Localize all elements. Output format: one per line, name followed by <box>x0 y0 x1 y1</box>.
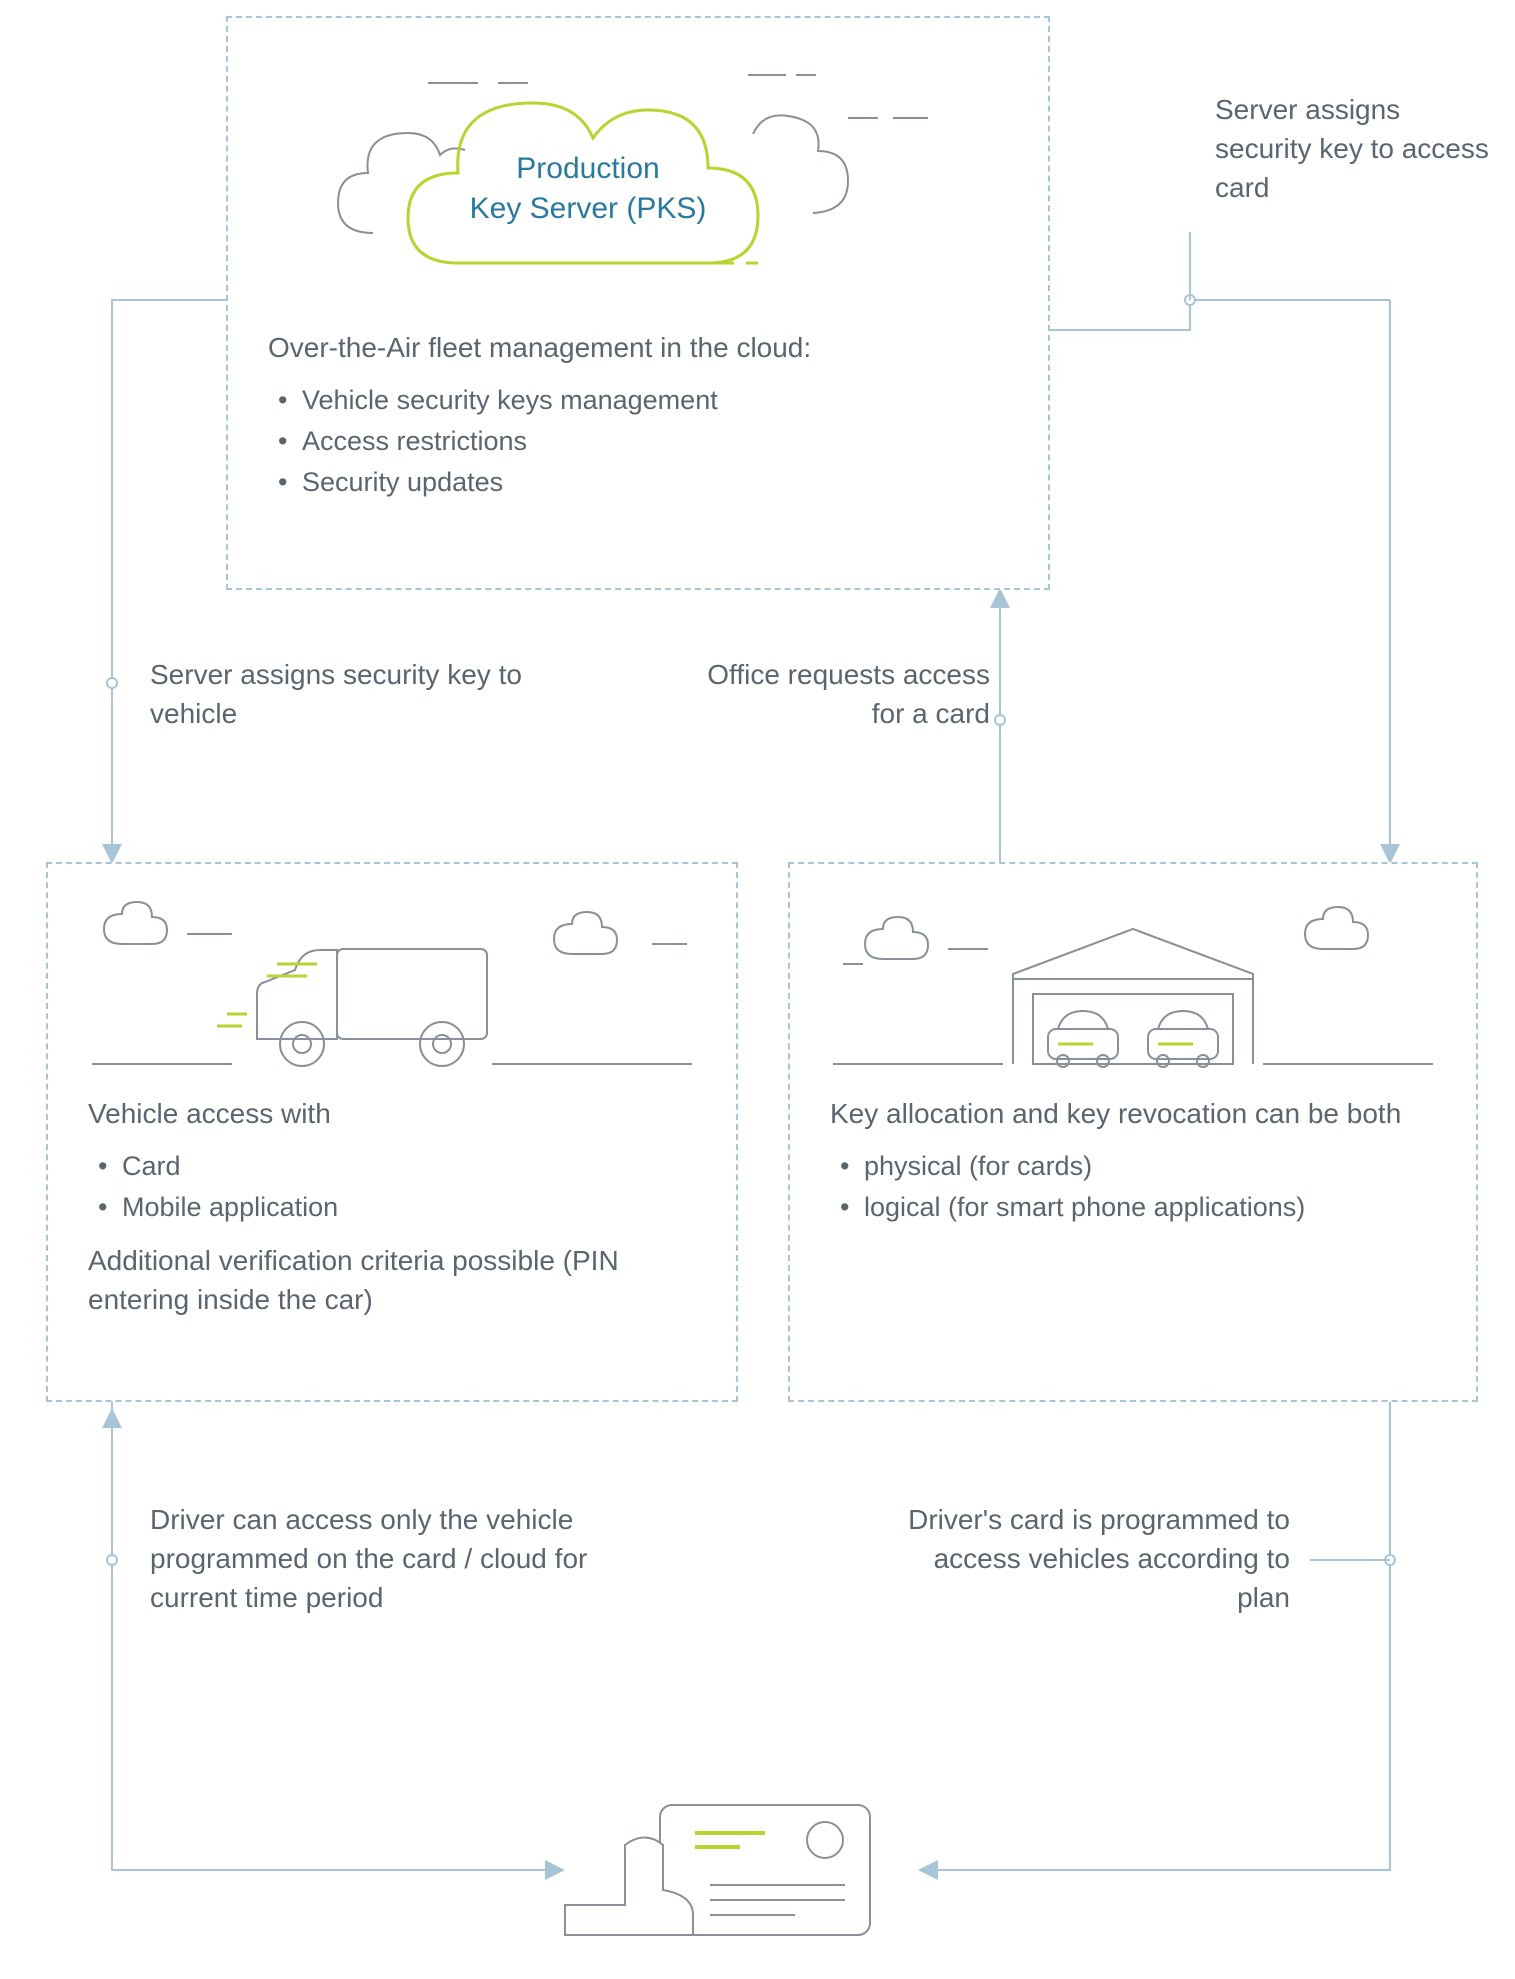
list-item: Card <box>98 1151 696 1182</box>
pks-bullets: Vehicle security keys management Access … <box>268 385 1008 498</box>
pks-box: Production Key Server (PKS) Over-the-Air… <box>226 16 1050 590</box>
office-box: Key allocation and key revocation can be… <box>788 862 1478 1402</box>
vehicle-bullets: Card Mobile application <box>88 1151 696 1223</box>
pks-subheading: Over-the-Air fleet management in the clo… <box>268 328 1008 367</box>
edge-node <box>107 678 117 688</box>
label-top-right: Server assigns security key to access ca… <box>1215 90 1495 208</box>
cloud-title-2: Key Server (PKS) <box>470 192 707 225</box>
label-bot-left: Driver can access only the vehicle progr… <box>150 1500 670 1618</box>
edge-node <box>995 715 1005 725</box>
edge-node <box>107 1555 117 1565</box>
cloud-illustration: Production Key Server (PKS) <box>268 48 1008 308</box>
edge-pks-to-card <box>1050 300 1390 330</box>
list-item: Mobile application <box>98 1192 696 1223</box>
list-item: physical (for cards) <box>840 1151 1436 1182</box>
list-item: Access restrictions <box>278 426 1008 457</box>
vehicle-followup: Additional verification criteria possibl… <box>88 1241 696 1319</box>
vehicle-box: Vehicle access with Card Mobile applicat… <box>46 862 738 1402</box>
cloud-title-1: Production <box>516 152 659 185</box>
edge-pks-to-vehicle <box>112 300 226 862</box>
garage-illustration <box>830 894 1436 1074</box>
list-item: Vehicle security keys management <box>278 385 1008 416</box>
list-item: Security updates <box>278 467 1008 498</box>
list-item: logical (for smart phone applications) <box>840 1192 1436 1223</box>
edge-vehicle-to-driver <box>112 1402 563 1870</box>
office-heading: Key allocation and key revocation can be… <box>830 1094 1436 1133</box>
pks-flow-diagram: Production Key Server (PKS) Over-the-Air… <box>0 0 1515 1979</box>
label-bot-right: Driver's card is programmed to access ve… <box>880 1500 1290 1618</box>
vehicle-heading: Vehicle access with <box>88 1094 696 1133</box>
edge-office-to-driver <box>920 1402 1390 1870</box>
card-hand-icon <box>565 1785 915 1955</box>
garage-icon <box>833 904 1433 1074</box>
label-mid-right: Office requests access for a card <box>670 655 990 733</box>
office-bullets: physical (for cards) logical (for smart … <box>830 1151 1436 1223</box>
truck-icon <box>92 904 692 1074</box>
cloud-icon: Production Key Server (PKS) <box>318 63 958 293</box>
truck-illustration <box>88 894 696 1074</box>
label-mid-left: Server assigns security key to vehicle <box>150 655 570 733</box>
